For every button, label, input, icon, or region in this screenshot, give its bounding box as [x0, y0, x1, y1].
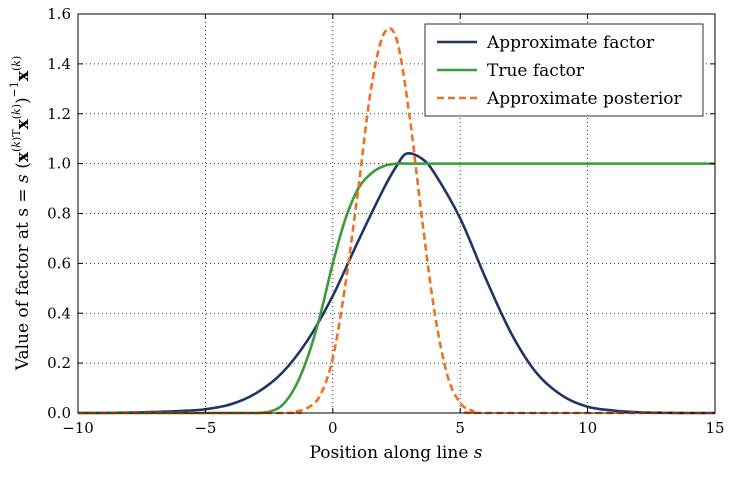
y-axis-label: Value of factor at s = s (x(k)Tx(k))−1x(… [8, 56, 33, 372]
legend-label: Approximate factor [486, 33, 655, 53]
x-tick-label: −5 [194, 419, 216, 437]
legend: Approximate factor True factor Approximate… [424, 23, 704, 117]
y-tick-label: 1.6 [47, 5, 71, 23]
y-tick-label: 0.6 [47, 254, 71, 272]
legend-label: True factor [487, 61, 585, 81]
y-tick-label: 0.4 [47, 304, 71, 322]
x-tick-label: 0 [328, 419, 338, 437]
y-tick-label: 1.0 [47, 155, 71, 173]
y-tick-label: 1.4 [47, 55, 71, 73]
series-line-approximate-posterior [77, 27, 715, 415]
legend-label: Approximate posterior [486, 89, 683, 109]
y-tick-label: 1.2 [47, 105, 71, 123]
y-tick-label: 0.2 [47, 354, 71, 372]
axis-ticks: −10 −5 0 5 10 15 0.0 0.2 0.4 0.6 0.8 1.0 1.2 1.4 1.6 [47, 5, 724, 437]
x-tick-label: −10 [62, 419, 94, 437]
series-line-true-factor [77, 162, 715, 415]
series-line-approximate-factor [77, 152, 715, 415]
grid-lines [78, 14, 715, 413]
x-tick-label: 5 [455, 419, 465, 437]
y-tick-label: 0.8 [47, 205, 71, 223]
x-tick-label: 10 [578, 419, 597, 437]
series-layer [77, 27, 715, 415]
x-axis-label: Position along line s [309, 443, 482, 463]
x-tick-label: 15 [705, 419, 724, 437]
y-tick-label: 0.0 [47, 404, 71, 422]
